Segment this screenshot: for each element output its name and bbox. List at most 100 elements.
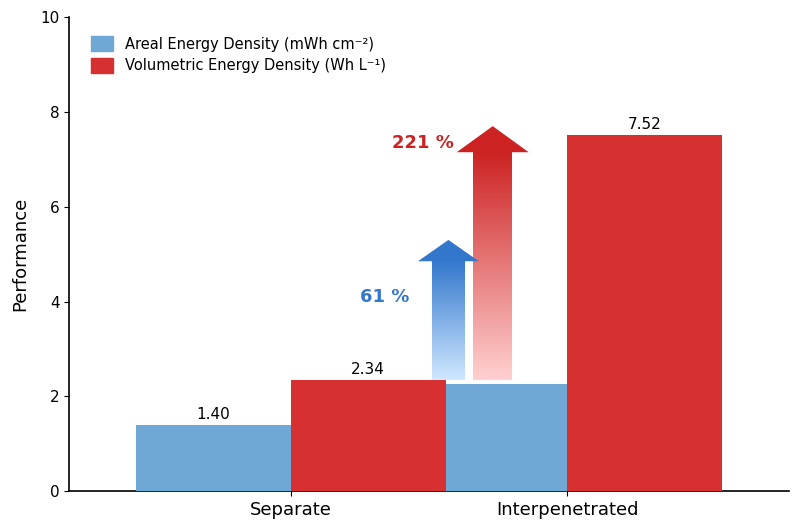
Bar — [413, 384, 567, 491]
Polygon shape — [473, 342, 513, 343]
Polygon shape — [473, 282, 513, 283]
Polygon shape — [473, 329, 513, 330]
Polygon shape — [473, 207, 513, 208]
Polygon shape — [473, 222, 513, 223]
Polygon shape — [473, 363, 513, 364]
Polygon shape — [473, 315, 513, 316]
Polygon shape — [473, 314, 513, 315]
Polygon shape — [473, 313, 513, 314]
Polygon shape — [473, 257, 513, 258]
Polygon shape — [457, 126, 529, 152]
Bar — [136, 425, 290, 491]
Polygon shape — [473, 205, 513, 206]
Polygon shape — [473, 369, 513, 370]
Polygon shape — [473, 311, 513, 312]
Polygon shape — [473, 235, 513, 236]
Polygon shape — [473, 328, 513, 329]
Polygon shape — [473, 236, 513, 237]
Polygon shape — [473, 272, 513, 273]
Polygon shape — [473, 334, 513, 335]
Polygon shape — [473, 306, 513, 307]
Polygon shape — [473, 231, 513, 232]
Polygon shape — [473, 219, 513, 220]
Polygon shape — [473, 298, 513, 299]
Polygon shape — [473, 378, 513, 379]
Polygon shape — [473, 338, 513, 339]
Polygon shape — [473, 194, 513, 195]
Polygon shape — [473, 179, 513, 180]
Polygon shape — [473, 280, 513, 281]
Polygon shape — [473, 163, 513, 164]
Polygon shape — [473, 349, 513, 350]
Polygon shape — [473, 211, 513, 212]
Polygon shape — [473, 258, 513, 259]
Polygon shape — [473, 253, 513, 254]
Polygon shape — [473, 379, 513, 380]
Polygon shape — [473, 340, 513, 341]
Polygon shape — [473, 324, 513, 325]
Polygon shape — [473, 259, 513, 260]
Polygon shape — [473, 181, 513, 182]
Polygon shape — [473, 197, 513, 198]
Polygon shape — [473, 234, 513, 235]
Polygon shape — [473, 191, 513, 192]
Polygon shape — [473, 263, 513, 264]
Polygon shape — [473, 156, 513, 157]
Polygon shape — [473, 356, 513, 357]
Polygon shape — [473, 154, 513, 155]
Polygon shape — [473, 370, 513, 372]
Polygon shape — [473, 226, 513, 227]
Polygon shape — [473, 319, 513, 320]
Polygon shape — [473, 377, 513, 378]
Polygon shape — [473, 196, 513, 197]
Polygon shape — [473, 367, 513, 368]
Polygon shape — [473, 255, 513, 257]
Polygon shape — [473, 293, 513, 294]
Polygon shape — [473, 248, 513, 249]
Text: 2.34: 2.34 — [351, 363, 385, 377]
Polygon shape — [473, 286, 513, 287]
Polygon shape — [473, 251, 513, 252]
Polygon shape — [473, 302, 513, 303]
Polygon shape — [473, 351, 513, 352]
Polygon shape — [473, 178, 513, 179]
Polygon shape — [473, 182, 513, 183]
Polygon shape — [473, 160, 513, 161]
Polygon shape — [473, 183, 513, 184]
Polygon shape — [473, 157, 513, 158]
Polygon shape — [473, 325, 513, 326]
Polygon shape — [473, 348, 513, 349]
Bar — [290, 380, 446, 491]
Text: 61 %: 61 % — [360, 288, 410, 306]
Polygon shape — [473, 246, 513, 248]
Polygon shape — [473, 218, 513, 219]
Polygon shape — [473, 364, 513, 365]
Polygon shape — [473, 209, 513, 210]
Polygon shape — [473, 320, 513, 321]
Polygon shape — [473, 170, 513, 171]
Polygon shape — [473, 270, 513, 271]
Polygon shape — [473, 249, 513, 250]
Polygon shape — [473, 190, 513, 191]
Polygon shape — [473, 212, 513, 213]
Text: 7.52: 7.52 — [628, 117, 662, 132]
Polygon shape — [473, 177, 513, 178]
Polygon shape — [473, 229, 513, 231]
Polygon shape — [473, 291, 513, 292]
Polygon shape — [473, 333, 513, 334]
Polygon shape — [473, 297, 513, 298]
Polygon shape — [473, 261, 513, 262]
Polygon shape — [473, 365, 513, 366]
Polygon shape — [473, 245, 513, 246]
Polygon shape — [473, 153, 513, 154]
Polygon shape — [473, 271, 513, 272]
Polygon shape — [473, 331, 513, 332]
Polygon shape — [473, 262, 513, 263]
Polygon shape — [473, 294, 513, 295]
Polygon shape — [473, 210, 513, 211]
Bar — [567, 135, 722, 491]
Polygon shape — [473, 173, 513, 174]
Polygon shape — [473, 375, 513, 376]
Polygon shape — [473, 321, 513, 322]
Polygon shape — [473, 374, 513, 375]
